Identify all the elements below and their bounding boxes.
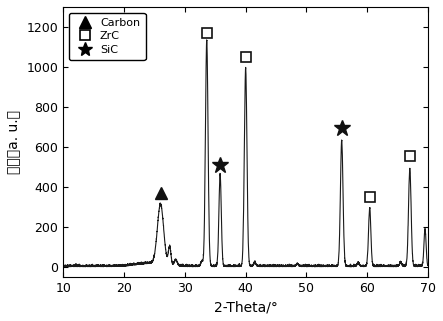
X-axis label: 2-Theta/°: 2-Theta/° (214, 300, 278, 314)
Y-axis label: 强度（a. u.）: 强度（a. u.） (7, 110, 21, 174)
Legend: Carbon, ZrC, SiC: Carbon, ZrC, SiC (69, 13, 146, 60)
